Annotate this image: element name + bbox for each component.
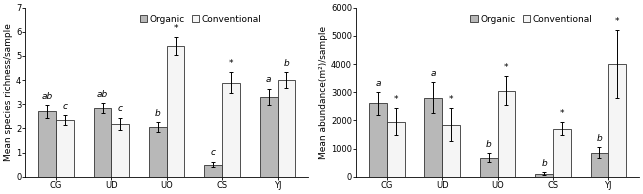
Text: *: * <box>615 17 619 26</box>
Text: b: b <box>284 59 289 68</box>
Text: *: * <box>394 95 398 104</box>
Text: *: * <box>449 95 453 104</box>
Text: *: * <box>559 109 564 118</box>
Bar <box>553 129 570 177</box>
Text: a: a <box>376 79 381 88</box>
Text: c: c <box>118 104 123 113</box>
Text: a: a <box>431 69 436 78</box>
Bar <box>387 122 404 177</box>
Bar <box>149 127 167 177</box>
Bar <box>608 64 626 177</box>
Bar <box>424 98 442 177</box>
Bar <box>535 174 553 177</box>
Text: *: * <box>174 24 178 33</box>
Bar <box>56 120 74 177</box>
Text: b: b <box>486 140 491 149</box>
Text: c: c <box>62 102 68 111</box>
Text: *: * <box>229 59 233 68</box>
Text: a: a <box>266 75 271 84</box>
Bar <box>480 158 498 177</box>
Bar <box>167 46 185 177</box>
Bar <box>111 124 129 177</box>
Text: b: b <box>541 159 547 168</box>
Y-axis label: Mean abundance(m²)/sample: Mean abundance(m²)/sample <box>319 26 328 159</box>
Text: b: b <box>597 134 602 143</box>
Text: b: b <box>155 109 161 118</box>
Bar <box>222 82 240 177</box>
Bar <box>369 103 387 177</box>
Bar <box>260 97 278 177</box>
Bar <box>94 108 111 177</box>
Bar <box>39 112 56 177</box>
Text: c: c <box>211 148 216 158</box>
Y-axis label: Mean species richness/sample: Mean species richness/sample <box>4 23 13 161</box>
Text: *: * <box>504 63 509 72</box>
Legend: Organic, Conventional: Organic, Conventional <box>137 12 264 27</box>
Bar <box>278 80 295 177</box>
Text: ab: ab <box>42 92 53 101</box>
Legend: Organic, Conventional: Organic, Conventional <box>467 12 595 27</box>
Bar <box>204 165 222 177</box>
Bar <box>590 153 608 177</box>
Bar <box>442 125 460 177</box>
Text: ab: ab <box>97 90 108 99</box>
Bar <box>498 91 515 177</box>
